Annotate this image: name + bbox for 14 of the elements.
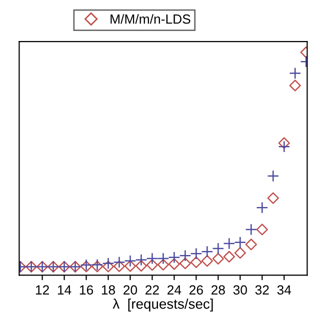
x-tick-label: 18 [102,285,116,295]
x-tick-label: 16 [80,285,94,295]
x-tick-label: 26 [190,285,203,295]
x-tick-label: 24 [168,285,182,294]
legend-label: M/M/m/n-LDS [110,14,190,24]
x-tick-label: 30 [233,285,247,295]
x-tick-label: 28 [211,285,225,295]
x-tick-label: 22 [146,285,159,294]
x-tick-label: 12 [36,285,49,294]
x-tick-label: 20 [124,285,138,295]
x-tick-label: 14 [58,285,72,294]
x-tick-label: 34 [277,285,292,295]
x-axis-title: λ [requests/sec] [112,298,213,312]
x-tick-label: 32 [255,285,269,295]
